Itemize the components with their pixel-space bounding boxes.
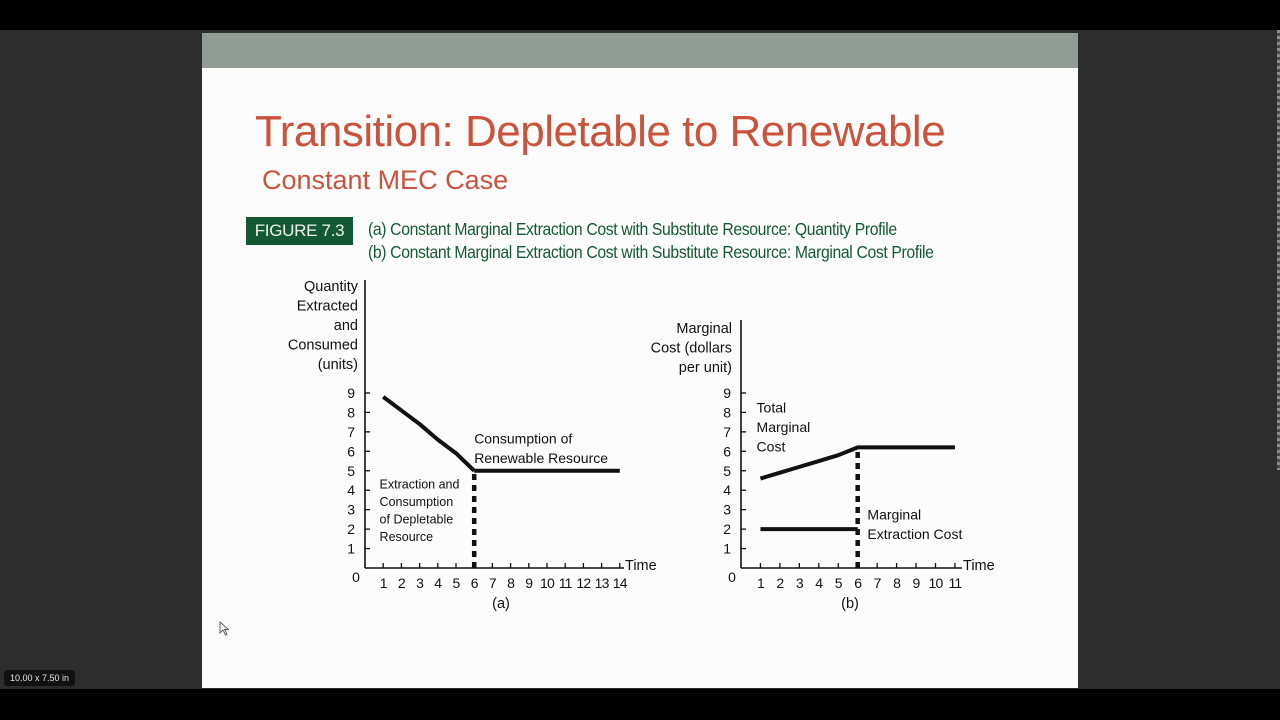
y-tick-label: 8 — [723, 404, 731, 420]
chart-annotation: Consumption — [380, 495, 454, 509]
y-tick-label: 7 — [723, 424, 731, 440]
y-tick-label: 7 — [347, 424, 355, 440]
slide-header-bar — [202, 33, 1078, 68]
x-tick-label: 2 — [776, 575, 784, 591]
x-axis-label: Time — [963, 558, 995, 574]
x-tick-label: 7 — [489, 575, 497, 591]
thumbnail-scroll-strip[interactable] — [1277, 30, 1280, 470]
y-axis-label: (units) — [318, 357, 358, 373]
x-tick-label: 5 — [835, 575, 843, 591]
series-line — [759, 445, 955, 481]
figure-label-badge: FIGURE 7.3 — [246, 217, 353, 245]
y-tick-label: 4 — [723, 482, 731, 498]
chart-annotation: Extraction Cost — [867, 526, 962, 542]
origin-label: 0 — [352, 569, 360, 585]
y-tick-label: 3 — [347, 502, 355, 518]
y-tick-label: 2 — [347, 521, 355, 537]
x-tick-label: 10 — [540, 575, 555, 591]
y-tick-label: 1 — [347, 541, 355, 557]
x-tick-label: 14 — [613, 575, 628, 591]
y-axis-label: Cost (dollars — [651, 341, 732, 357]
y-tick-label: 5 — [723, 463, 731, 479]
figure-caption-a: (a) Constant Marginal Extraction Cost wi… — [368, 219, 897, 239]
chart-panel-a: QuantityExtractedandConsumed(units)12345… — [288, 279, 657, 612]
x-tick-label: 11 — [948, 575, 962, 591]
y-axis-label: and — [334, 318, 358, 334]
x-tick-label: 7 — [874, 575, 882, 591]
figure-caption: (a) Constant Marginal Extraction Cost wi… — [368, 218, 934, 264]
figure-caption-b: (b) Constant Marginal Extraction Cost wi… — [368, 242, 934, 262]
x-tick-label: 1 — [757, 575, 765, 591]
chart-annotation: Extraction and — [380, 477, 460, 491]
y-axis-label: Extracted — [297, 299, 358, 315]
slide-canvas[interactable]: Transition: Depletable to Renewable Cons… — [202, 33, 1078, 688]
chart-annotation: Renewable Resource — [474, 450, 608, 466]
x-tick-label: 9 — [913, 575, 921, 591]
y-axis-label: per unit) — [679, 360, 732, 376]
chart-annotation: Consumption of — [474, 431, 572, 447]
x-tick-label: 1 — [380, 575, 388, 591]
series-line — [382, 395, 476, 473]
x-tick-label: 3 — [796, 575, 804, 591]
y-axis-label: Marginal — [676, 321, 732, 337]
y-axis-label: Consumed — [288, 338, 358, 354]
panel-label: (b) — [841, 596, 859, 612]
mouse-cursor-icon — [219, 621, 230, 636]
chart-annotation: Marginal — [757, 419, 811, 435]
y-tick-label: 5 — [347, 463, 355, 479]
y-tick-label: 8 — [347, 404, 355, 420]
chart-annotation: Marginal — [867, 506, 921, 522]
y-tick-label: 2 — [723, 521, 731, 537]
chart-annotation: Total — [757, 399, 787, 415]
y-tick-label: 1 — [723, 541, 731, 557]
x-tick-label: 10 — [929, 575, 944, 591]
chart-annotation: Resource — [380, 530, 434, 544]
x-tick-label: 8 — [507, 575, 515, 591]
y-tick-label: 6 — [723, 443, 731, 459]
x-tick-label: 11 — [559, 575, 573, 591]
x-tick-label: 6 — [471, 575, 479, 591]
origin-label: 0 — [728, 569, 736, 585]
y-tick-label: 4 — [347, 482, 355, 498]
x-tick-label: 9 — [525, 575, 533, 591]
y-tick-label: 6 — [347, 443, 355, 459]
chart-annotation: of Depletable — [380, 512, 454, 526]
page-size-badge: 10.00 x 7.50 in — [4, 670, 76, 686]
slide-title: Transition: Depletable to Renewable — [255, 107, 946, 156]
x-tick-label: 13 — [595, 575, 610, 591]
y-tick-label: 9 — [347, 385, 355, 401]
x-tick-label: 4 — [815, 575, 823, 591]
x-tick-label: 12 — [576, 575, 591, 591]
x-tick-label: 3 — [416, 575, 424, 591]
x-tick-label: 2 — [398, 575, 406, 591]
y-tick-label: 3 — [723, 502, 731, 518]
panel-label: (a) — [492, 596, 510, 612]
y-axis-label: Quantity — [304, 279, 359, 295]
x-axis-label: Time — [625, 558, 657, 574]
slide-subtitle: Constant MEC Case — [262, 165, 509, 195]
x-tick-label: 5 — [453, 575, 461, 591]
y-tick-label: 9 — [723, 385, 731, 401]
x-tick-label: 4 — [434, 575, 442, 591]
chart-annotation: Cost — [757, 438, 786, 454]
x-tick-label: 6 — [854, 575, 862, 591]
x-tick-label: 8 — [893, 575, 901, 591]
